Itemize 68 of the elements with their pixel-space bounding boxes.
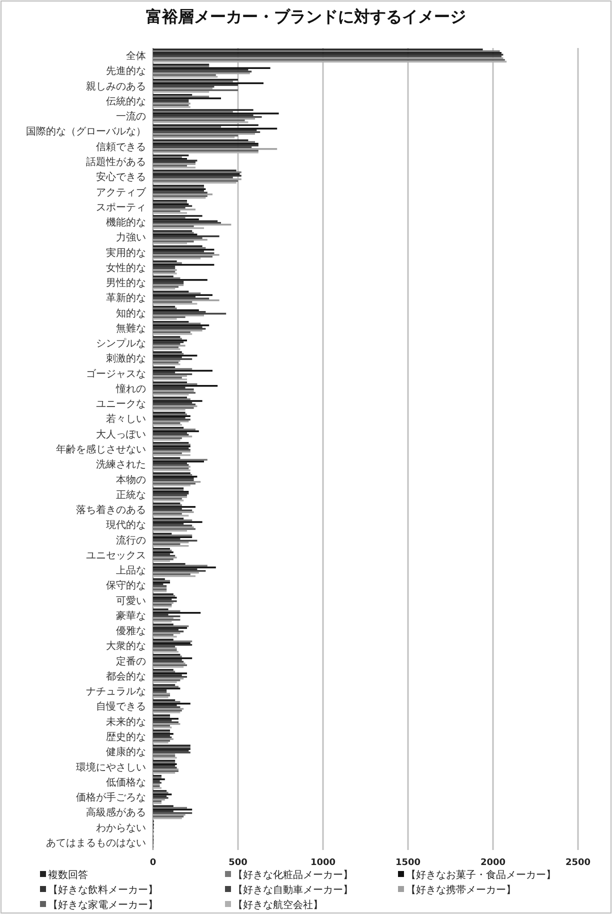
legend-label: 【好きな自動車メーカー】 [233, 884, 353, 896]
y-tick-label: 話題性がある [86, 156, 146, 168]
y-tick-label: ユニークな [96, 399, 146, 410]
y-tick-label: 若々しい [106, 413, 146, 426]
legend-label: 複数回答 [48, 869, 88, 881]
y-tick-label: 国際的な（グローバルな） [26, 126, 146, 138]
y-tick-label: 現代的な [106, 520, 146, 532]
y-tick-label: 一流の [116, 110, 146, 123]
y-tick-label: 憧れの [115, 382, 146, 395]
y-tick-label: 自慢できる [96, 700, 146, 713]
x-tick-label: 1500 [395, 858, 421, 868]
y-tick-label: 優雅な [116, 625, 146, 638]
y-tick-label: 年齢を感じさせない [56, 444, 146, 456]
y-tick-label: 定番の [116, 655, 146, 668]
y-tick-label: アクティブ [96, 186, 147, 198]
y-tick-label: 流行の [116, 534, 146, 546]
y-tick-label: 先進的な [106, 65, 146, 78]
y-tick-label: 高級感がある [86, 806, 146, 819]
y-tick-label: 価格が手ごろな [76, 792, 146, 804]
legend-label: 【好きなお菓子・食品メーカー】 [406, 869, 556, 881]
y-tick-label: 全体 [126, 50, 146, 62]
y-tick-label: 環境にやさしい [76, 761, 146, 774]
y-tick-label: 健康的な [106, 746, 146, 758]
y-tick-label: 大人っぽい [96, 428, 146, 440]
chart-title: 富裕層メーカー・ブランドに対するイメージ [146, 7, 466, 26]
y-tick-label: 上品な [116, 564, 146, 577]
y-tick-label: 知的な [116, 307, 146, 320]
legend-label: 【好きな飲料メーカー】 [48, 884, 158, 896]
x-tick-label: 0 [150, 858, 156, 868]
y-tick-label: 保守的な [106, 580, 146, 592]
x-tick-label: 2500 [565, 858, 591, 868]
y-tick-label: シンプルな [96, 338, 146, 350]
y-tick-label: スポーティ [96, 202, 146, 214]
x-tick-label: 2000 [480, 858, 506, 868]
y-tick-label: 親しみのある [86, 80, 146, 92]
y-tick-label: 力強い [116, 232, 146, 244]
legend-label: 【好きな航空会社】 [233, 899, 323, 911]
legend-label: 【好きな化粧品メーカー】 [233, 869, 353, 881]
y-tick-label: 低価格な [106, 776, 146, 788]
y-tick-label: 大衆的な [106, 640, 146, 652]
y-tick-label: ゴージャスな [86, 368, 146, 380]
y-tick-label: 豪華な [116, 610, 146, 622]
y-tick-label: 落ち着きのある [76, 504, 146, 516]
y-tick-label: あてはまるものはない [46, 838, 146, 849]
y-tick-label: 男性的な [106, 277, 146, 290]
legend-label: 【好きな携帯メーカー】 [406, 884, 516, 896]
y-tick-label: 女性的な [106, 262, 146, 274]
x-tick-label: 500 [228, 858, 248, 868]
y-tick-label: 信頼できる [96, 140, 146, 153]
y-tick-label: 安心できる [96, 171, 146, 184]
y-tick-label: 可愛い [116, 594, 146, 607]
y-tick-label: 実用的な [106, 246, 146, 259]
y-tick-label: 洗練された [96, 458, 146, 471]
y-tick-label: 正統な [116, 488, 146, 501]
y-tick-label: ユニセックス [86, 550, 146, 562]
x-tick-label: 1000 [310, 858, 336, 868]
y-tick-label: 未来的な [106, 716, 146, 728]
y-tick-label: 都会的な [106, 670, 146, 682]
y-tick-label: 本物の [116, 474, 146, 486]
y-tick-label: 伝統的な [106, 95, 146, 108]
y-tick-label: 歴史的な [106, 731, 146, 744]
legend-label: 【好きな家電メーカー】 [48, 899, 158, 911]
y-tick-label: 機能的な [106, 216, 146, 229]
y-tick-label: わからない [96, 822, 146, 834]
y-tick-label: ナチュラルな [86, 686, 146, 698]
y-tick-label: 革新的な [106, 292, 146, 304]
y-tick-label: 無難な [116, 322, 146, 334]
y-tick-label: 刺激的な [106, 352, 146, 365]
